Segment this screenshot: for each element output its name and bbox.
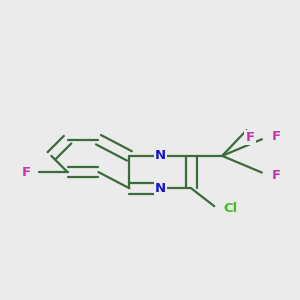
Text: N: N	[155, 182, 166, 195]
Text: N: N	[155, 149, 166, 162]
Text: F: F	[22, 166, 31, 178]
Text: F: F	[245, 131, 255, 144]
Text: F: F	[272, 169, 281, 182]
Text: Cl: Cl	[223, 202, 237, 215]
Text: F: F	[272, 130, 281, 143]
